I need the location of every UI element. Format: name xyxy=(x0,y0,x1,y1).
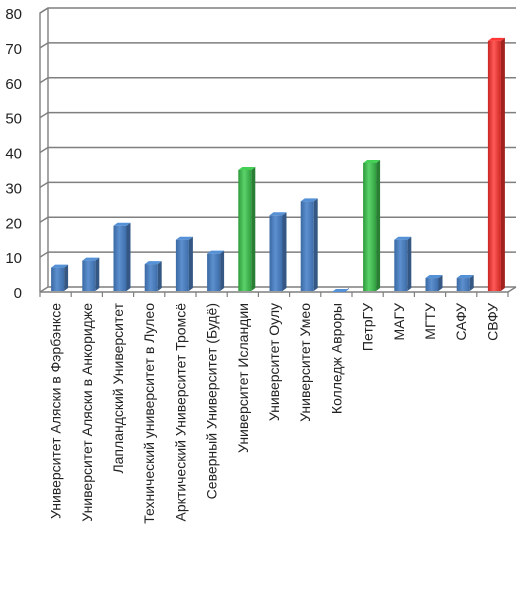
bar xyxy=(207,250,225,291)
bar-front xyxy=(363,162,377,291)
bar-top xyxy=(175,236,193,240)
bar-front xyxy=(394,239,408,291)
y-tick-label: 80 xyxy=(5,6,22,23)
bar xyxy=(144,261,162,291)
bar-top xyxy=(394,236,412,240)
bar-front xyxy=(456,278,470,291)
bar-top xyxy=(269,212,287,216)
y-tick-label: 60 xyxy=(5,76,22,93)
gridline xyxy=(39,42,516,49)
bar-side xyxy=(95,257,100,291)
bar-side xyxy=(313,198,318,291)
bar-top xyxy=(144,261,162,265)
bar xyxy=(425,275,443,291)
bar-front xyxy=(487,40,501,292)
bar-top xyxy=(456,275,474,279)
bar-side xyxy=(188,236,193,291)
bar-top xyxy=(300,198,318,202)
bar-top xyxy=(207,250,225,254)
bar xyxy=(51,264,69,291)
y-tick-label: 50 xyxy=(5,111,22,128)
x-category-label: СВФУ xyxy=(484,303,500,341)
x-category-label: САФУ xyxy=(453,303,469,341)
bar xyxy=(394,236,412,291)
bar-side xyxy=(500,37,505,292)
bar-front xyxy=(269,215,283,291)
bar xyxy=(238,166,256,291)
x-category-label: МАГУ xyxy=(391,303,407,341)
gridline xyxy=(39,111,516,119)
y-tick-label: 30 xyxy=(5,180,22,197)
y-axis-line xyxy=(39,7,49,292)
bar-front xyxy=(425,278,439,291)
gridline xyxy=(39,77,516,84)
bar xyxy=(300,198,318,291)
bar-top xyxy=(487,37,505,41)
bar xyxy=(331,288,349,292)
y-tick-label: 0 xyxy=(14,285,22,302)
bar-side xyxy=(251,166,256,291)
x-category-label: МГТУ xyxy=(422,303,438,340)
bar-top xyxy=(82,257,100,261)
x-category-label: ПетрГУ xyxy=(360,303,376,351)
bar xyxy=(487,37,505,292)
gridline xyxy=(39,7,516,14)
y-tick-label: 70 xyxy=(5,41,22,58)
bar-front xyxy=(207,253,221,291)
bar-front xyxy=(82,260,96,291)
bar-top xyxy=(113,222,131,226)
y-tick-labels: 0 10 20 30 40 50 60 70 80 xyxy=(5,6,22,302)
axes xyxy=(39,7,517,297)
y-tick-label: 40 xyxy=(5,146,22,163)
x-category-labels: Университет Аляски в Фэрбэнксе Университе… xyxy=(48,302,501,523)
bar-side xyxy=(376,159,381,291)
y-tick-label: 20 xyxy=(5,215,22,232)
x-category-label: Университет Умео xyxy=(297,303,313,422)
bar-top xyxy=(363,159,381,163)
bar-top xyxy=(425,275,443,279)
bar-side xyxy=(157,261,162,291)
bar xyxy=(456,275,474,291)
bar-top xyxy=(331,289,349,292)
x-category-label: Колледж Авроры xyxy=(328,303,344,414)
bar-front xyxy=(175,239,189,291)
bar-side xyxy=(220,250,225,291)
x-category-label: Университет Аляски в Фэрбэнксе xyxy=(48,303,64,519)
bar-side xyxy=(438,275,443,291)
bar xyxy=(113,222,131,291)
bar-front xyxy=(51,267,65,291)
x-category-label: Университет Аляски в Анкоридже xyxy=(79,303,95,522)
bar-front xyxy=(238,169,252,291)
bar xyxy=(175,236,193,291)
bar xyxy=(269,212,287,291)
x-category-label: Университет Оулу xyxy=(266,303,282,421)
bar-side xyxy=(126,222,131,291)
bar-front xyxy=(144,264,158,291)
bar-side xyxy=(407,236,412,291)
x-category-label: Арктический Университет Тромсё xyxy=(172,303,188,522)
bar-side xyxy=(469,275,474,291)
gridline xyxy=(39,181,516,188)
bars xyxy=(51,37,505,292)
x-category-label: Университет Исландии xyxy=(235,303,251,453)
bar-side xyxy=(64,264,69,291)
x-category-label: Технический университет в Лулео xyxy=(141,303,157,524)
bar-top xyxy=(51,264,69,268)
bar-front xyxy=(113,225,127,291)
bar-top xyxy=(238,166,256,170)
x-category-label: Лапландский Университет xyxy=(110,302,126,473)
bar-side xyxy=(282,212,287,291)
gridline xyxy=(39,146,516,154)
x-category-label: Северный Университет (Будё) xyxy=(204,303,220,499)
bar-front xyxy=(300,201,314,291)
bar xyxy=(82,257,100,291)
y-tick-label: 10 xyxy=(5,250,22,267)
bar xyxy=(363,159,381,291)
